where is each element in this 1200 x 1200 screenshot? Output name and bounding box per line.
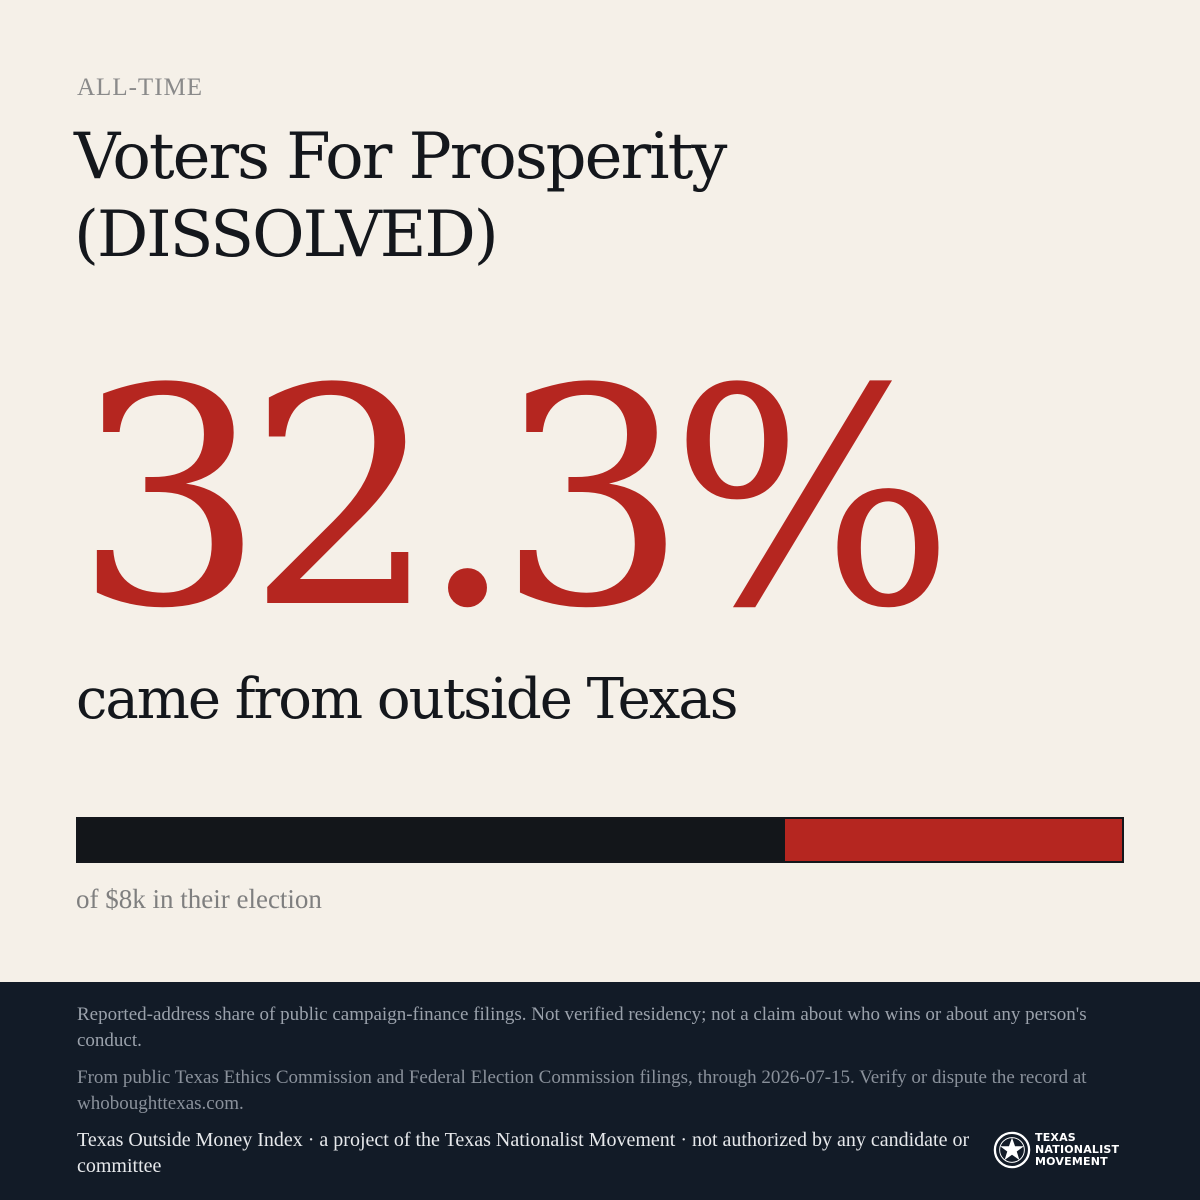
tnm-logo: TEXAS NATIONALIST MOVEMENT	[993, 1131, 1119, 1169]
share-bar	[76, 817, 1124, 863]
bar-caption: of $8k in their election	[76, 884, 322, 914]
logo-line-2: NATIONALIST	[1035, 1143, 1120, 1156]
source-text: From public Texas Ethics Commission and …	[77, 1067, 1087, 1114]
logo-line-3: MOVEMENT	[1035, 1155, 1108, 1168]
star-seal-icon	[993, 1131, 1031, 1169]
credit-text: Texas Outside Money Index · a project of…	[77, 1129, 970, 1177]
stat-caption: came from outside Texas	[76, 667, 738, 732]
outside-share-percent: 32.3%	[74, 325, 955, 674]
period-label: ALL-TIME	[77, 74, 204, 101]
logo-line-1: TEXAS	[1035, 1131, 1076, 1144]
disclaimer-text: Reported-address share of public campaig…	[77, 1004, 1087, 1051]
instate-share-fill	[78, 819, 785, 861]
logo-wordmark: TEXAS NATIONALIST MOVEMENT	[1035, 1132, 1119, 1168]
committee-title: Voters For Prosperity (DISSOLVED)	[74, 120, 727, 272]
